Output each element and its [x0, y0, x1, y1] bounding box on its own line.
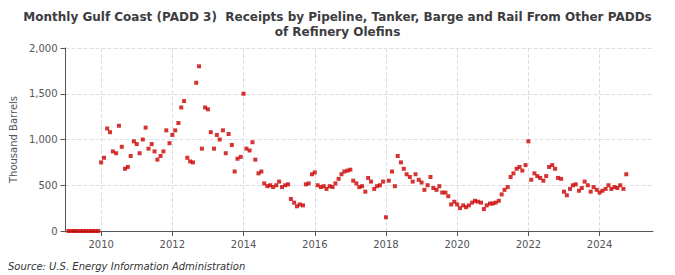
- svg-text:of Refinery Olefins: of Refinery Olefins: [275, 25, 401, 39]
- svg-text:500: 500: [38, 180, 57, 191]
- svg-text:2020: 2020: [444, 239, 469, 250]
- svg-text:2,000: 2,000: [29, 43, 58, 54]
- svg-text:2010: 2010: [88, 239, 113, 250]
- svg-text:1,000: 1,000: [29, 134, 58, 145]
- svg-text:2022: 2022: [516, 239, 541, 250]
- svg-text:Thousand Barrels: Thousand Barrels: [8, 96, 19, 184]
- svg-text:2012: 2012: [160, 239, 185, 250]
- svg-text:2016: 2016: [302, 239, 327, 250]
- svg-text:2014: 2014: [231, 239, 256, 250]
- svg-text:2018: 2018: [373, 239, 398, 250]
- svg-text:2024: 2024: [587, 239, 612, 250]
- svg-text:0: 0: [51, 226, 57, 237]
- svg-text:Monthly Gulf Coast (PADD 3) R: Monthly Gulf Coast (PADD 3) Receipts by …: [23, 10, 651, 24]
- svg-text:1,500: 1,500: [29, 88, 58, 99]
- svg-text:Source: U.S. Energy Informatio: Source: U.S. Energy Information Administ…: [8, 261, 245, 272]
